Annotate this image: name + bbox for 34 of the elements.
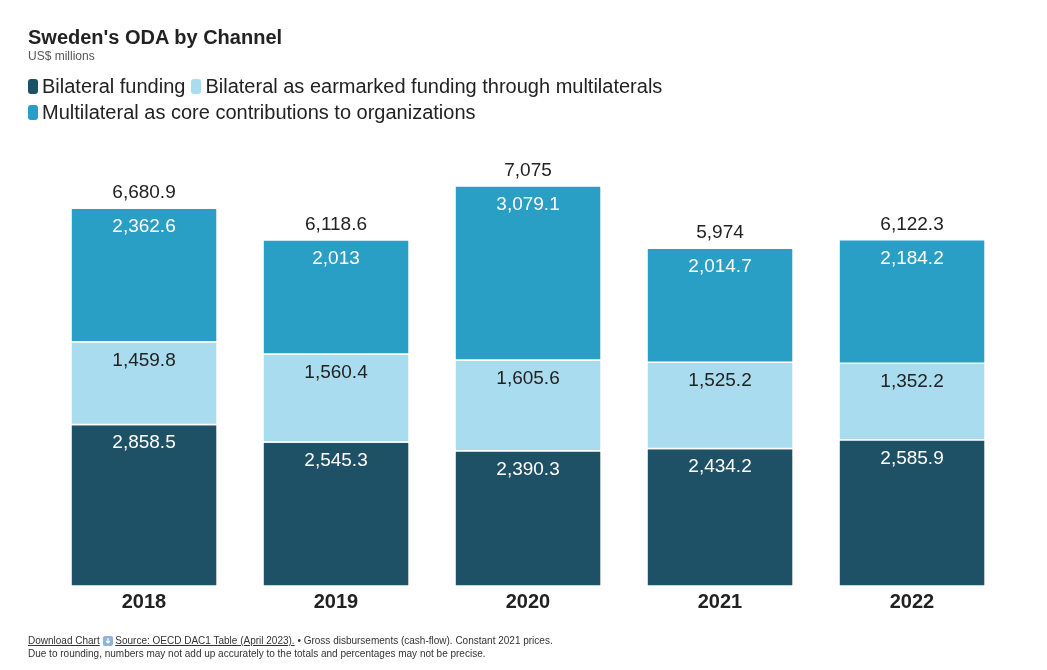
data-label: 2,434.2 xyxy=(688,455,752,477)
text: Download Chart xyxy=(28,635,100,646)
data-label: 2,014.7 xyxy=(688,255,752,277)
text: Due to rounding, numbers may not add up accurately to the totals and percentages may not be precise. xyxy=(28,647,487,660)
text: • Gross disbursements (cash-flow). Constant 2021 prices. xyxy=(297,635,553,646)
total-label: 6,118.6 xyxy=(305,213,368,235)
data-label: 2,184.2 xyxy=(880,246,944,268)
data-label: 2,013 xyxy=(312,247,360,269)
data-label: 1,560.4 xyxy=(304,360,369,382)
total-label: 5,974 xyxy=(696,221,745,243)
legend-label: Bilateral as earmarked funding through multilaterals xyxy=(204,74,663,99)
x-tick-label: 2019 xyxy=(313,590,359,613)
source-note: Source: OECD DAC1 Table (April 2023). xyxy=(115,635,295,646)
data-label: 2,858.5 xyxy=(112,431,176,453)
data-label: 2,545.3 xyxy=(304,449,368,471)
legend-label: Multilateral as core contributions to organizations xyxy=(41,100,476,125)
chart-subtitle: US$ millions xyxy=(28,49,96,63)
data-label: 2,585.9 xyxy=(880,446,944,468)
x-tick-label: 2021 xyxy=(697,590,743,613)
data-label: 2,362.6 xyxy=(112,215,176,237)
total-label: 6,680.9 xyxy=(112,181,176,203)
total-label: 7,075 xyxy=(504,159,552,180)
data-label: 2,390.3 xyxy=(496,457,560,479)
data-label: 1,605.6 xyxy=(496,367,560,389)
x-tick-label: 2022 xyxy=(889,590,935,613)
legend-label: Bilateral funding xyxy=(41,74,186,99)
data-label: 1,525.2 xyxy=(688,369,752,391)
data-label: 1,352.2 xyxy=(880,370,944,392)
x-tick-label: 2018 xyxy=(121,590,167,613)
chart-title: Sweden's ODA by Channel xyxy=(28,26,284,49)
data-label: 1,459.8 xyxy=(112,348,176,370)
x-tick-label: 2020 xyxy=(505,590,551,613)
data-label: 3,079.1 xyxy=(496,193,560,214)
total-label: 6,122.3 xyxy=(880,212,944,234)
